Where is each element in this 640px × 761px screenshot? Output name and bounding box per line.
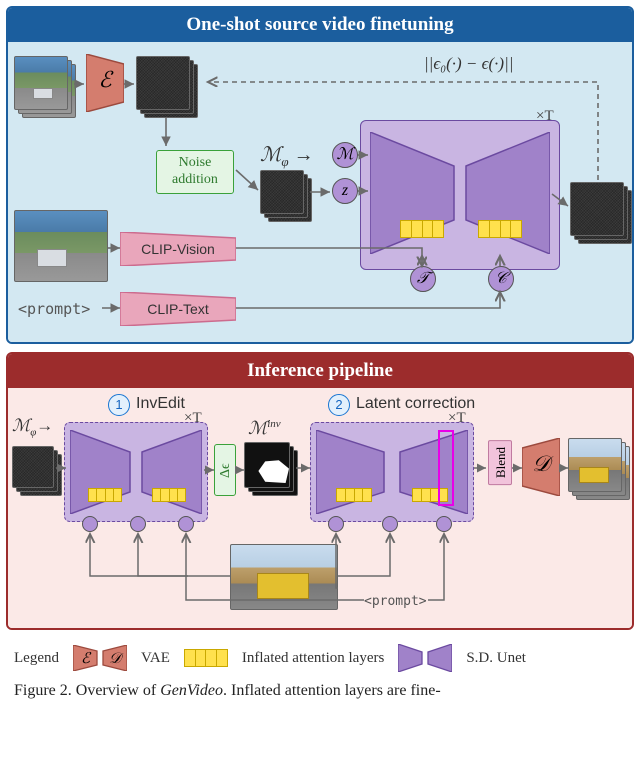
legend-unet-icon: [398, 644, 452, 672]
loss-label: ||ϵ₀(·) − ϵ(·)||: [424, 54, 513, 74]
legend-row: Legend ℰ 𝒟 VAE Inflated attention layers…: [6, 638, 634, 676]
noisy-latents-stack: [260, 170, 314, 224]
section1-num: 1: [108, 394, 130, 416]
clip-vision-block: CLIP-Vision: [120, 232, 236, 266]
magenta-highlight: [438, 430, 454, 506]
m-node: ℳ: [332, 142, 358, 168]
t-node: 𝒯: [410, 266, 436, 292]
attn-bar-right: [478, 220, 522, 238]
unet1: [70, 430, 202, 514]
prompt-label-top: <prompt>: [18, 300, 90, 318]
decoder-label: 𝒟: [522, 438, 560, 490]
legend-attn-label: Inflated attention layers: [242, 650, 384, 667]
encoder-label: ℰ: [86, 54, 124, 106]
mask-stack: [244, 442, 298, 496]
decoder-trapezoid: 𝒟: [522, 438, 560, 496]
section2-num: 2: [328, 394, 350, 416]
xT-unet1: ×T: [184, 410, 202, 427]
clip-text-block: CLIP-Text: [120, 292, 236, 326]
top-panel-body: ℰ Noise addition ℳφ → ℳ z: [8, 42, 632, 342]
caption-emph: GenVideo: [160, 682, 223, 699]
noise-addition-label: Noise addition: [172, 155, 218, 187]
m-inv-label: ℳinv: [248, 418, 281, 439]
blend-box: Blend: [488, 440, 512, 485]
xT-top: ×T: [536, 108, 554, 125]
target-truck-image: [230, 544, 338, 610]
encoder-trapezoid: ℰ: [86, 54, 124, 112]
output-latents-stack: [570, 182, 630, 242]
legend-vae-icon: ℰ 𝒟: [73, 645, 127, 671]
figure-container: One-shot source video finetuning ℰ: [0, 0, 640, 708]
top-panel-title: One-shot source video finetuning: [8, 8, 632, 42]
source-video-stack: [14, 56, 74, 116]
c-node: 𝒞: [488, 266, 514, 292]
bottom-panel: Inference pipeline 1 InvEdit 2 Latent co…: [6, 352, 634, 630]
bottom-panel-body: 1 InvEdit 2 Latent correction ℳφ→ ×T: [8, 388, 632, 628]
unet2-node-a: [328, 516, 344, 532]
top-panel: One-shot source video finetuning ℰ: [6, 6, 634, 344]
figure-caption: Figure 2. Overview of GenVideo. Inflated…: [6, 676, 634, 702]
attn-bar-left: [400, 220, 444, 238]
delta-eps-label: Δϵ: [215, 445, 237, 497]
legend-attn-icon: [184, 649, 228, 667]
unet1-node-c: [178, 516, 194, 532]
output-video-stack: [568, 438, 628, 498]
unet1-node-b: [130, 516, 146, 532]
clip-text-label: CLIP-Text: [120, 292, 236, 326]
legend-unet-label: S.D. Unet: [466, 650, 526, 667]
legend-vae-label: VAE: [141, 650, 170, 667]
xT-unet2: ×T: [448, 410, 466, 427]
noise-addition-box: Noise addition: [156, 150, 234, 194]
delta-eps-box: Δϵ: [214, 444, 236, 496]
caption-prefix: Figure 2. Overview of: [14, 682, 160, 699]
prompt-label-bottom: <prompt>: [364, 594, 427, 609]
encoded-latents-stack: [136, 56, 196, 116]
unet2-node-c: [436, 516, 452, 532]
unet-top: [370, 132, 550, 242]
legend-word: Legend: [14, 650, 59, 667]
z-node: z: [332, 178, 358, 204]
unet2-node-b: [382, 516, 398, 532]
unet1-node-a: [82, 516, 98, 532]
section1-label: InvEdit: [136, 395, 185, 413]
m-phi-label: ℳφ →: [260, 142, 314, 170]
caption-suffix: . Inflated attention layers are fine-: [223, 682, 441, 699]
clip-vision-label: CLIP-Vision: [120, 232, 236, 266]
target-image-single: [14, 210, 108, 282]
blend-label: Blend: [493, 447, 508, 478]
bottom-panel-title: Inference pipeline: [8, 354, 632, 388]
m-phi-bottom: ℳφ→: [12, 416, 53, 438]
input-noise-stack-bottom: [12, 446, 62, 496]
